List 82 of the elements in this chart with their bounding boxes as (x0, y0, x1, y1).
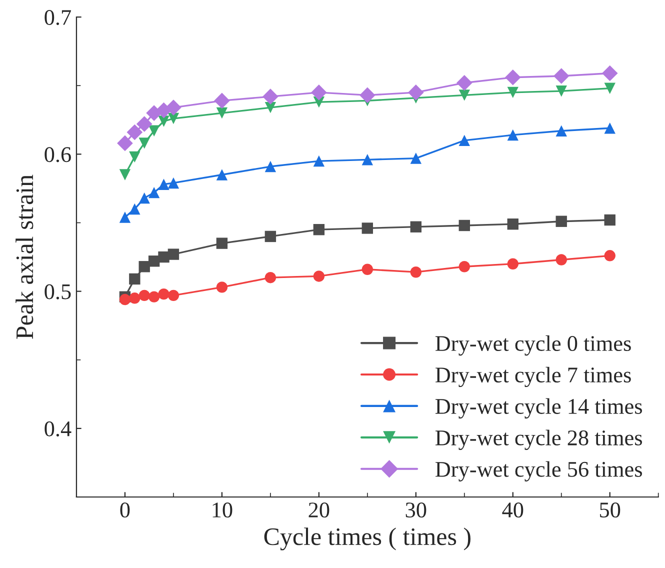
point (507, 86, 518, 98)
point (553, 68, 570, 84)
point (216, 238, 228, 249)
x-tick-label: 30 (406, 502, 426, 518)
point (556, 216, 567, 227)
point (362, 154, 374, 166)
point (313, 224, 325, 236)
point (126, 124, 143, 140)
point (214, 92, 230, 109)
y-tick-label: 0.5 (44, 284, 71, 300)
point (410, 152, 422, 164)
point (362, 222, 374, 234)
point (138, 138, 150, 149)
legend-label: Dry-wet cycle 28 times (435, 430, 642, 450)
point (148, 291, 160, 302)
x-tick-label: 10 (212, 502, 232, 518)
legend-label: Dry-wet cycle 56 times (435, 461, 642, 482)
point (158, 288, 170, 300)
point (507, 258, 518, 270)
y-tick-label: 0.6 (44, 147, 71, 162)
point (216, 107, 228, 119)
point (458, 220, 470, 232)
x-tick-label: 0 (120, 502, 130, 518)
point (262, 88, 278, 104)
point (458, 90, 470, 101)
legend-label: Dry-wet cycle 7 times (435, 366, 631, 388)
x-axis-title: Cycle times ( times ) (264, 528, 470, 550)
point (264, 102, 276, 114)
point (264, 230, 276, 242)
point (313, 155, 325, 167)
point (311, 84, 327, 100)
point (313, 270, 325, 282)
point (216, 282, 228, 293)
point (129, 292, 140, 304)
point (168, 248, 180, 260)
point (129, 203, 140, 215)
point (158, 178, 170, 190)
y-tick-label: 0.4 (44, 421, 72, 436)
point (148, 186, 160, 198)
point (264, 272, 276, 284)
point (556, 254, 567, 266)
point (408, 84, 424, 100)
point (410, 221, 422, 232)
point (604, 250, 616, 262)
point (119, 169, 131, 180)
point (168, 177, 180, 189)
point (359, 87, 376, 104)
point (138, 261, 150, 272)
point (148, 125, 160, 136)
point (362, 264, 374, 275)
point (168, 290, 180, 302)
point (458, 134, 470, 146)
y-axis-title: Peak axial strain (16, 174, 34, 339)
point (604, 122, 616, 134)
point (138, 290, 150, 302)
point (138, 192, 150, 204)
point (216, 169, 228, 180)
legend-label: Dry-wet cycle 0 times (435, 335, 631, 356)
point (129, 273, 140, 285)
point (604, 82, 616, 94)
point (504, 69, 521, 86)
point (410, 266, 422, 278)
point (604, 214, 616, 226)
x-tick-label: 20 (308, 502, 330, 518)
point (136, 116, 152, 132)
point (117, 135, 133, 152)
point (264, 160, 276, 172)
point (556, 125, 567, 136)
point (507, 218, 518, 230)
point (556, 85, 567, 97)
point (119, 212, 131, 223)
point (166, 100, 182, 116)
point (119, 294, 131, 306)
x-tick-label: 50 (600, 502, 620, 518)
point (129, 151, 140, 163)
point (507, 129, 518, 141)
x-tick-label: 40 (502, 502, 524, 518)
point (602, 65, 618, 82)
y-tick-label: 0.7 (44, 10, 71, 26)
legend-label: Dry-wet cycle 14 times (435, 398, 642, 419)
point (456, 74, 472, 91)
point (458, 261, 470, 272)
